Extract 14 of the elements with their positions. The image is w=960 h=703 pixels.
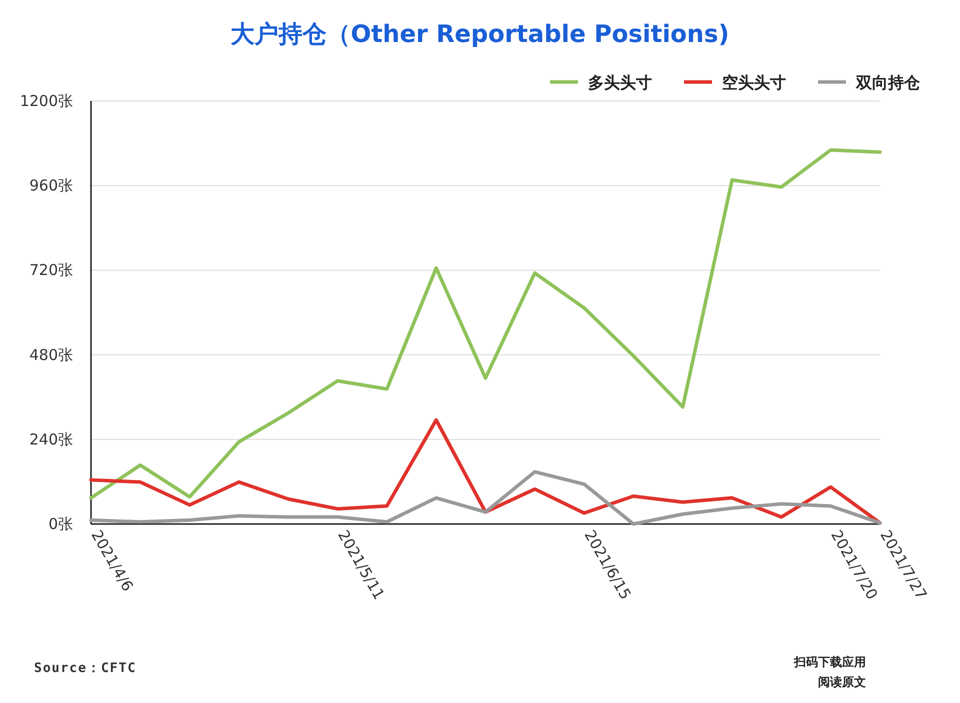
y-tick-label: 1200张: [20, 92, 73, 110]
y-tick-label: 960张: [29, 176, 73, 195]
y-tick-label: 0张: [48, 515, 73, 533]
legend-label: 空头头寸: [722, 73, 786, 92]
source-note: Source：CFTC: [34, 661, 136, 676]
y-tick-label: 480张: [29, 346, 73, 364]
legend-label: 双向持仓: [855, 73, 921, 92]
y-tick-label: 720张: [29, 261, 73, 280]
chart-title: 大户持仓（Other Reportable Positions): [230, 20, 730, 48]
line-series: [89, 148, 882, 500]
legend-label: 多头头寸: [588, 73, 652, 92]
text: 扫码下载应用: [793, 655, 866, 669]
y-tick-label: 240张: [29, 430, 73, 448]
text: 阅读原文: [818, 675, 866, 689]
